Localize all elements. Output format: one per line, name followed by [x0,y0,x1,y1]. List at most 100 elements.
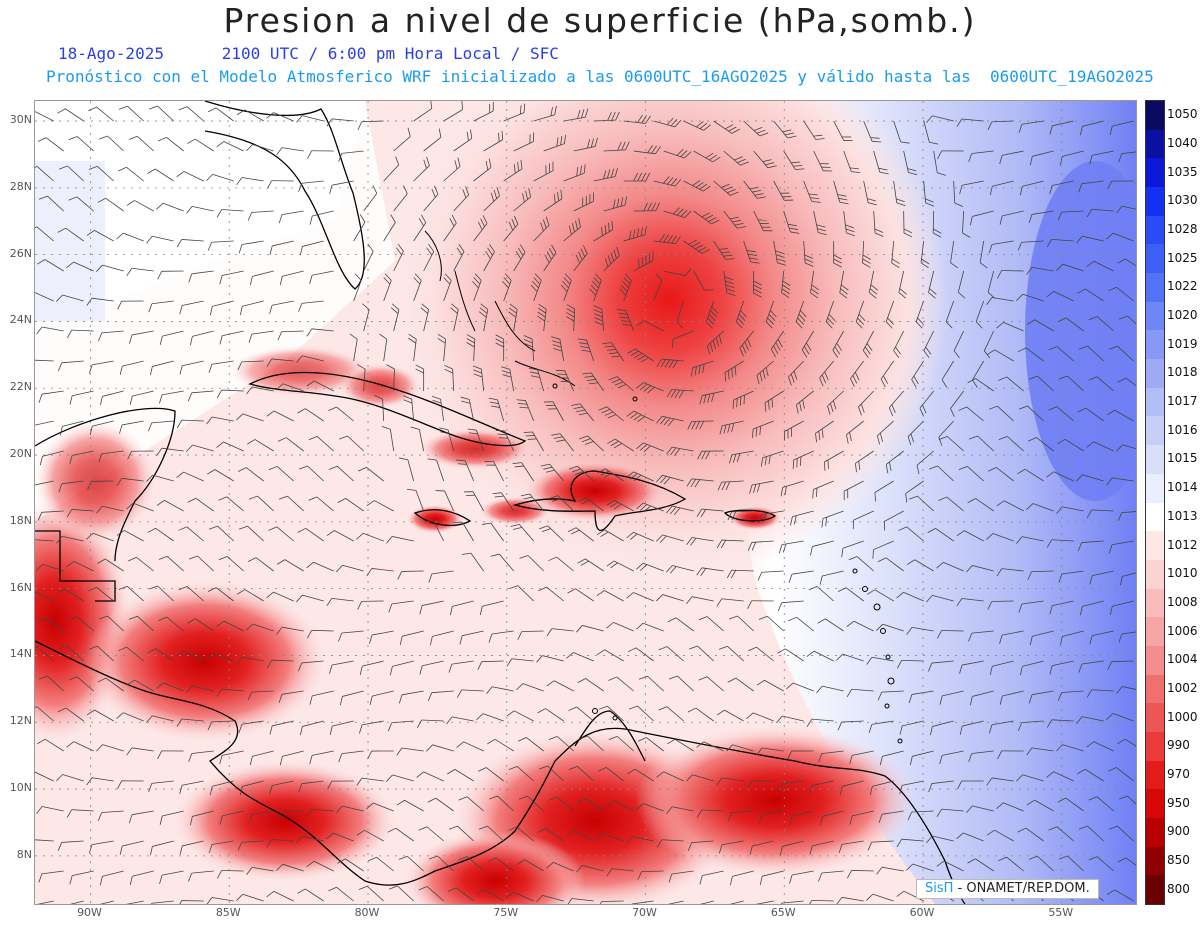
wind-barb [98,135,124,152]
wind-barb [1057,797,1084,812]
wind-barb [732,390,754,409]
wind-barb [159,870,184,884]
wind-barb [296,594,324,603]
wind-barb [492,492,514,512]
wind-barb [186,685,214,694]
wind-barb [988,720,1014,734]
wind-barb [1049,120,1074,135]
valid-time: 2100 UTC / 6:00 pm Hora Local / SFC [221,44,559,63]
wind-barb [216,141,244,152]
wind-barb [429,630,454,646]
wind-barb [1086,441,1114,452]
wind-barb [538,765,564,782]
wind-barb [726,569,754,579]
wind-barb [506,710,534,722]
colorbar-level-label: 1040 [1167,136,1198,151]
colorbar-swatch [1146,559,1164,590]
wind-barb [126,747,154,756]
wind-barb [456,741,484,752]
wind-barb [537,828,564,842]
wind-barb [148,105,174,122]
wind-barb [458,796,484,812]
wind-barb [809,900,834,904]
wind-barb [466,334,476,362]
wind-barb [699,870,724,885]
wind-barb [1116,444,1136,452]
wind-barb [88,840,114,854]
wind-barb [513,244,526,272]
wind-barb [129,330,154,344]
yucatan-coast [35,407,176,562]
wind-barb [729,900,744,904]
wind-barb [116,477,144,486]
wind-barb [97,330,124,342]
wind-barb [686,478,714,488]
colorbar-level-label: 1004 [1167,652,1198,667]
wind-barb [246,144,274,152]
wind-barb [66,329,94,339]
wind-barb [69,390,94,405]
wind-barb [636,562,664,572]
wind-barb [36,563,64,572]
wind-barb [88,106,114,122]
wind-barb [267,180,294,189]
wind-barb [549,495,574,512]
wind-barb [855,300,866,329]
wind-barb [719,420,744,435]
wind-barb [338,630,364,642]
wind-barb [298,300,324,312]
wind-barb [453,243,465,272]
wind-barb [749,840,774,855]
wind-barb [877,557,904,572]
wind-barb [398,690,424,704]
wind-barb [126,200,154,212]
wind-barb [843,480,864,501]
wind-barb [477,767,504,782]
lon-label: 75W [493,906,519,919]
wind-barb [869,780,894,796]
wind-barb [277,437,304,452]
colorbar-swatch [1146,473,1164,503]
wind-barb [666,505,694,516]
wind-barb [297,527,324,542]
wind-barb [548,735,574,752]
wind-barb [484,461,505,482]
pressure-map [34,100,1137,905]
wind-barb [246,866,274,875]
colorbar-swatch [1146,273,1164,303]
wind-barb [359,720,384,734]
wind-barb [512,462,535,482]
wind-barb [338,435,364,452]
wind-barb [66,261,94,272]
wind-barb [148,780,174,792]
wind-barb [582,372,604,392]
wind-barb [1118,315,1136,325]
wind-barb [148,585,174,602]
colorbar-level-label: 1019 [1167,336,1198,351]
wind-barb [546,680,574,692]
wind-barb [1046,771,1074,782]
wind-barb [898,270,907,299]
wind-barb [686,596,714,604]
wind-barb [560,273,572,302]
wind-barb [86,297,114,306]
wind-barb [461,552,484,572]
wind-barb [219,810,244,825]
wind-barb [988,405,1014,422]
wind-barb [566,830,594,842]
wind-barb [627,647,654,662]
wind-barb [279,270,304,286]
wind-barb [663,207,692,218]
wind-barb [1117,377,1136,386]
wind-barb [998,856,1024,872]
wind-barb [390,303,400,332]
wind-barb [207,240,234,251]
wind-barb [706,330,724,355]
wind-barb [716,777,744,786]
wind-barb [896,838,924,848]
wind-barb [568,465,594,482]
wind-barb [397,570,424,580]
wind-barb [623,172,651,182]
wind-barb [38,390,64,403]
wind-barb [126,267,154,276]
